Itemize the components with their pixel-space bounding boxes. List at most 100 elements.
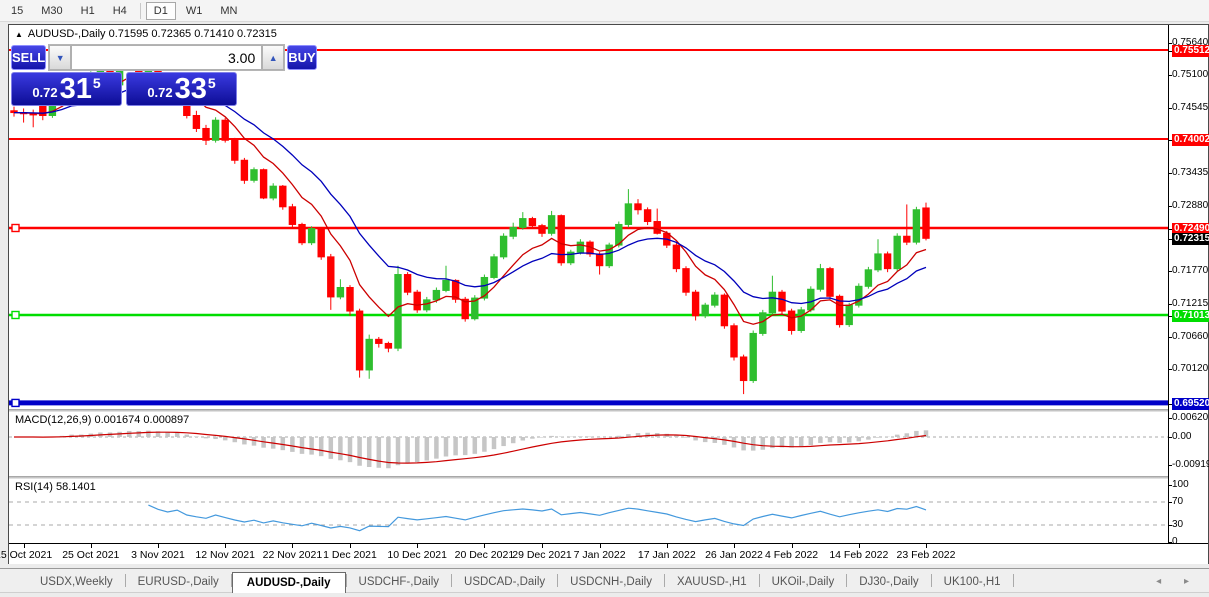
- macd-signal-line: [14, 431, 927, 464]
- collapse-triangle-icon[interactable]: ▲: [15, 30, 23, 39]
- tab-dj30-daily[interactable]: DJ30-,Daily: [859, 576, 919, 588]
- candle-body: [759, 312, 767, 334]
- tab-uk100-h1[interactable]: UK100-,H1: [943, 576, 1001, 588]
- candle-body: [192, 115, 201, 129]
- level-price-label[interactable]: 0.75512: [1172, 45, 1209, 57]
- timeframe-button-mn[interactable]: MN: [220, 4, 238, 17]
- tab-divider: [663, 574, 665, 587]
- axis-tick: [1168, 336, 1172, 338]
- timeframe-button-h4[interactable]: H4: [112, 4, 127, 17]
- candle-body: [528, 218, 537, 227]
- axis-tick: [1168, 502, 1172, 503]
- candle-body: [509, 226, 517, 237]
- volume-increase-button[interactable]: ▲: [262, 45, 285, 70]
- timeframe-button-m30[interactable]: M30: [41, 4, 63, 17]
- price-tick-label: 0.71770: [1172, 265, 1209, 277]
- date-axis[interactable]: 15 Oct 2021 25 Oct 2021 3 Nov 2021 12 Nov 2…: [0, 544, 1208, 564]
- level-price-label[interactable]: 0.74002: [1172, 133, 1209, 146]
- hline-handle-0.71013[interactable]: [11, 310, 20, 320]
- date-tick-label: 1 Dec 2021: [323, 549, 377, 561]
- tab-divider: [345, 574, 347, 587]
- timeframe-button-h1[interactable]: H1: [80, 4, 95, 17]
- candle-body: [538, 225, 546, 234]
- tab-ukoil-daily[interactable]: UKOil-,Daily: [771, 576, 835, 588]
- candle-body: [307, 228, 316, 244]
- candle-body: [202, 127, 210, 141]
- price-tick-label: 0.72880: [1172, 200, 1209, 212]
- tab-audusd-daily[interactable]: AUDUSD-,Daily: [231, 572, 346, 593]
- tab-scroll-arrows[interactable]: ◂ ▸: [1156, 576, 1199, 587]
- tab-divider: [451, 574, 453, 587]
- candle-body: [461, 298, 469, 320]
- tab-usdchf-daily[interactable]: USDCHF-,Daily: [358, 576, 440, 588]
- candle-body: [730, 325, 738, 358]
- axis-tick: [1168, 51, 1172, 52]
- date-tick: [599, 544, 601, 548]
- sell-price-big: 31: [59, 73, 92, 105]
- candle-body: [211, 119, 220, 141]
- buy-button[interactable]: BUY: [287, 45, 317, 70]
- candle-body: [471, 297, 479, 320]
- rsi-panel-canvas[interactable]: [9, 479, 1168, 543]
- candle-body: [327, 256, 335, 298]
- price-tick-label: 0.75640: [1172, 37, 1209, 49]
- hline-handle-0.72490[interactable]: [11, 223, 20, 233]
- level-price-label[interactable]: 0.69520: [1172, 397, 1209, 410]
- candle-body: [883, 253, 892, 270]
- tab-usdcad-daily[interactable]: USDCAD-,Daily: [464, 576, 546, 588]
- toolbar-separator: [139, 2, 141, 19]
- date-tick: [926, 544, 927, 548]
- date-tick: [350, 544, 351, 548]
- date-tick-label: 12 Nov 2021: [195, 549, 255, 561]
- timeframe-toolbar: 15 M30 H1 H4 D1 W1 MN: [0, 0, 1209, 22]
- date-tick-label: 3 Nov 2021: [131, 549, 185, 561]
- candle-body: [298, 223, 306, 244]
- buy-quote-box[interactable]: 0.72 33 5: [126, 72, 237, 106]
- panel-splitter[interactable]: [9, 476, 1168, 479]
- volume-input[interactable]: [71, 45, 263, 70]
- tab-usdx-weekly[interactable]: USDX,Weekly: [40, 576, 113, 588]
- macd-panel-canvas[interactable]: [9, 412, 1168, 476]
- tab-divider: [1012, 574, 1014, 587]
- hline-handle-0.69520[interactable]: [11, 398, 20, 408]
- date-tick: [417, 544, 419, 548]
- date-tick-label: 26 Jan 2022: [705, 549, 763, 561]
- timeframe-button-w1[interactable]: W1: [185, 4, 203, 17]
- chart-window: ▲ AUDUSD-,Daily 0.71595 0.72365 0.71410 0…: [0, 24, 1209, 564]
- volume-spinner: ▼ ▲: [48, 44, 286, 71]
- candle-body: [221, 119, 229, 141]
- tab-xauusd-h1[interactable]: XAUUSD-,H1: [676, 576, 747, 588]
- candle-body: [922, 207, 930, 239]
- axis-tick: [1168, 484, 1172, 486]
- rsi-line: [148, 504, 927, 532]
- tab-usdcnh-daily[interactable]: USDCNH-,Daily: [570, 576, 652, 588]
- axis-tick: [1168, 75, 1172, 77]
- candle-body: [567, 251, 575, 264]
- tab-eurusd-daily[interactable]: EURUSD-,Daily: [137, 576, 219, 588]
- one-click-trading-panel: SELL ▼ ▲ BUY 0.72 31 5 0.72 33 5: [11, 44, 317, 106]
- date-tick-label: 29 Dec 2021: [512, 549, 572, 561]
- candle-body: [432, 289, 441, 301]
- buy-price-prefix: 0.72: [147, 85, 173, 100]
- date-tick: [225, 544, 227, 548]
- candle-body: [816, 268, 825, 290]
- candle-body: [711, 294, 719, 306]
- ma-slow-line[interactable]: [13, 83, 927, 305]
- volume-decrease-button[interactable]: ▼: [49, 45, 72, 70]
- tab-divider: [230, 574, 232, 587]
- candle-body: [240, 159, 249, 181]
- candle-body: [557, 215, 565, 264]
- sell-button[interactable]: SELL: [11, 45, 47, 70]
- sell-quote-box[interactable]: 0.72 31 5: [11, 72, 122, 106]
- candle-body: [720, 294, 729, 327]
- price-tick-label: 0.75100: [1172, 69, 1209, 81]
- candle-body: [691, 291, 700, 317]
- level-price-label[interactable]: 0.71013: [1172, 309, 1209, 322]
- timeframe-button-d1[interactable]: D1: [145, 1, 176, 20]
- level-price-label[interactable]: 0.72490: [1172, 223, 1209, 235]
- timeframe-button-15[interactable]: 15: [11, 4, 24, 17]
- rsi-axis-label: 70: [1172, 496, 1184, 507]
- panel-splitter[interactable]: [9, 409, 1168, 412]
- axis-tick: [1168, 173, 1172, 175]
- date-tick: [734, 544, 735, 548]
